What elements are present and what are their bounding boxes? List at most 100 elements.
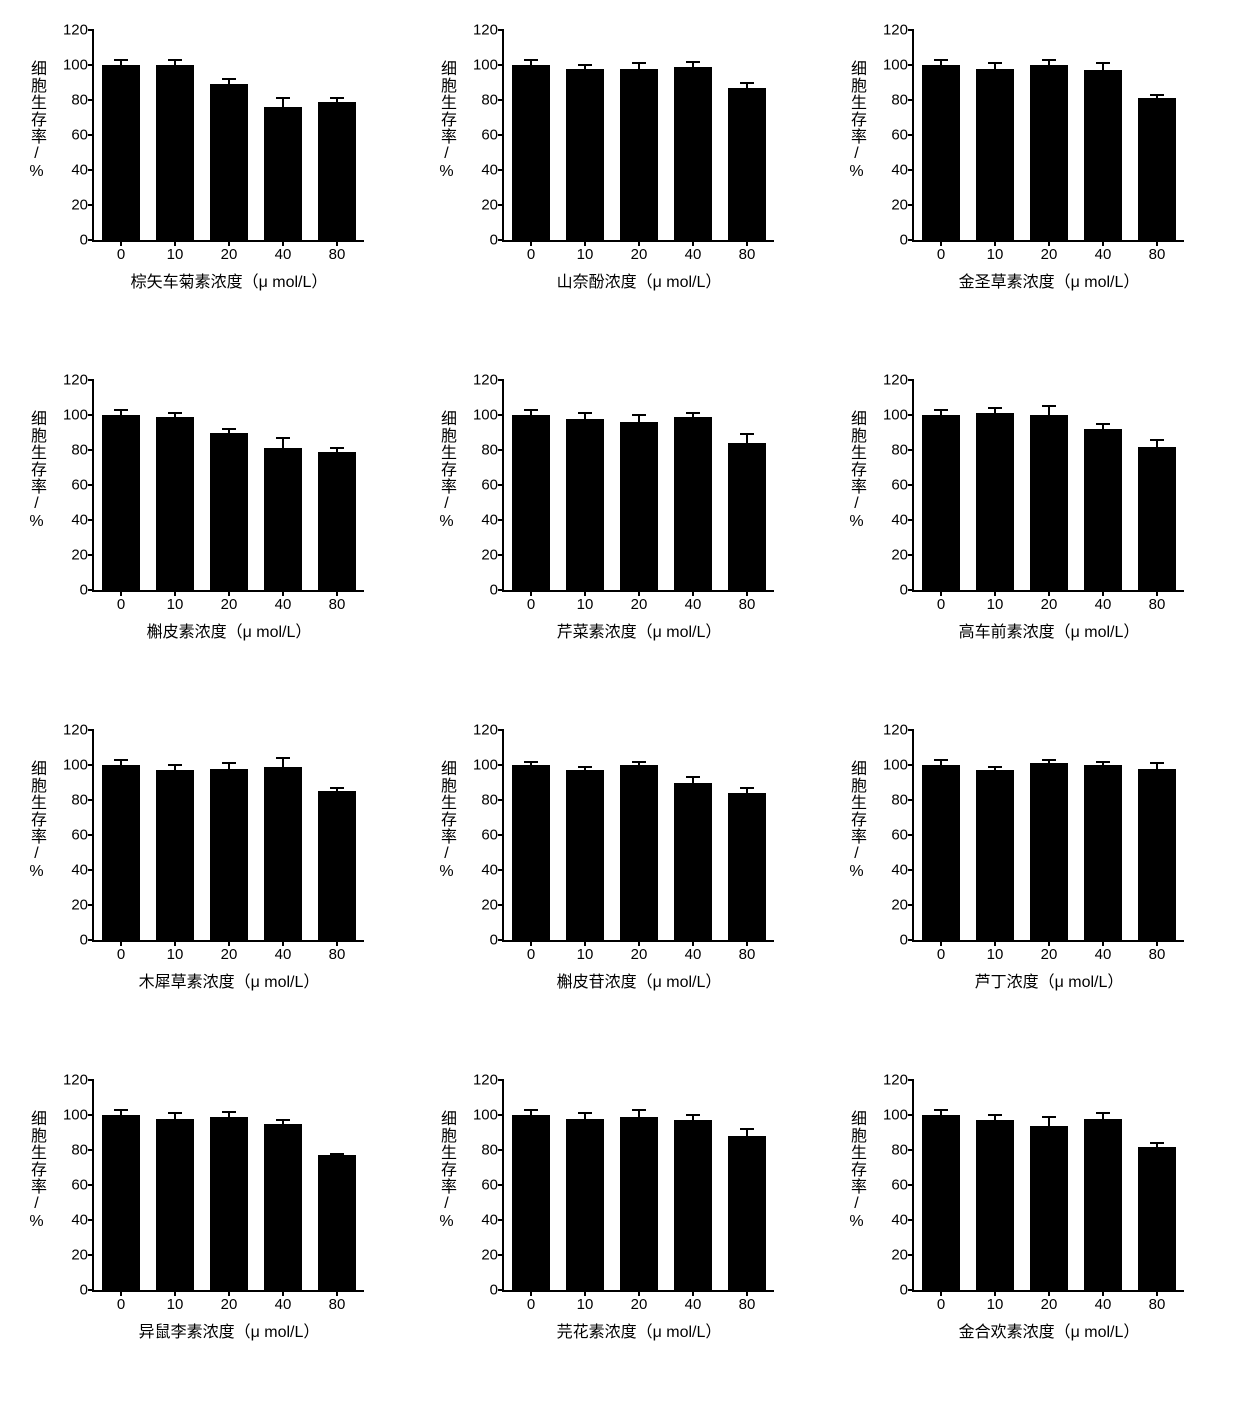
error-bar-stem: [638, 1110, 640, 1117]
y-axis-label: 细胞生存率/%: [24, 1110, 48, 1231]
y-tick-mark: [88, 519, 94, 521]
y-axis-label: 细胞生存率/%: [24, 410, 48, 531]
error-bar-stem: [282, 98, 284, 107]
x-tick-label: 10: [987, 596, 1004, 613]
x-tick-label: 10: [167, 246, 184, 263]
y-tick-label: 100: [466, 1107, 498, 1124]
y-tick-label: 80: [876, 92, 908, 109]
x-axis-label: 山奈酚浓度（μ mol/L）: [557, 268, 722, 292]
y-tick-mark: [88, 134, 94, 136]
y-tick-mark: [88, 379, 94, 381]
x-axis-label: 金圣草素浓度（μ mol/L）: [959, 268, 1140, 292]
y-tick-mark: [498, 869, 504, 871]
bar: 87: [728, 88, 766, 240]
error-bar-cap: [988, 407, 1001, 409]
y-tick-mark: [498, 904, 504, 906]
y-tick-mark: [498, 449, 504, 451]
y-tick-mark: [498, 799, 504, 801]
y-tick-mark: [88, 484, 94, 486]
bar: 98: [210, 769, 248, 941]
y-tick-mark: [88, 239, 94, 241]
x-tick-label: 0: [117, 1296, 125, 1313]
y-tick-label: 0: [466, 1282, 498, 1299]
y-tick-mark: [88, 799, 94, 801]
y-tick-mark: [88, 1184, 94, 1186]
error-bar-cap: [524, 761, 537, 763]
x-axis-label: 异鼠李素浓度（μ mol/L）: [139, 1318, 320, 1342]
y-tick-label: 0: [876, 932, 908, 949]
y-tick-mark: [908, 764, 914, 766]
x-tick-label: 80: [739, 596, 756, 613]
bar: 79: [318, 452, 356, 590]
bar-chart: 细胞生存率/%020406080100120100098109620994084…: [430, 370, 790, 660]
plot-area: 02040608010012010009810962099408480芹菜素浓度…: [502, 380, 774, 592]
y-tick-mark: [498, 589, 504, 591]
error-bar-cap: [632, 62, 645, 64]
error-bar-cap: [222, 1111, 235, 1113]
error-bar-cap: [1096, 423, 1109, 425]
error-bar-cap: [330, 447, 343, 449]
bar: 77: [318, 1155, 356, 1290]
y-tick-label: 60: [876, 1177, 908, 1194]
y-tick-label: 40: [876, 862, 908, 879]
error-bar-stem: [282, 758, 284, 767]
x-tick-label: 10: [577, 596, 594, 613]
y-tick-label: 120: [876, 22, 908, 39]
y-tick-mark: [498, 134, 504, 136]
y-tick-label: 60: [56, 827, 88, 844]
bar: 100: [922, 65, 960, 240]
error-bar-cap: [276, 437, 289, 439]
x-tick-label: 40: [685, 946, 702, 963]
error-bar-cap: [740, 787, 753, 789]
error-bar-cap: [114, 59, 127, 61]
bar: 100: [102, 65, 140, 240]
bar: 97: [156, 770, 194, 940]
x-tick-label: 80: [739, 246, 756, 263]
plot-area: 02040608010012010009710942098408280金合欢素浓…: [912, 1080, 1184, 1292]
x-tick-label: 0: [937, 946, 945, 963]
y-tick-mark: [88, 904, 94, 906]
y-tick-label: 20: [876, 897, 908, 914]
bar: 100: [512, 1115, 550, 1290]
y-tick-label: 60: [876, 127, 908, 144]
y-tick-label: 80: [466, 92, 498, 109]
y-tick-mark: [908, 134, 914, 136]
y-tick-label: 100: [56, 407, 88, 424]
bar: 89: [210, 84, 248, 240]
error-bar-cap: [330, 97, 343, 99]
bar: 90: [210, 433, 248, 591]
bar: 99: [674, 417, 712, 590]
error-bar-cap: [686, 1114, 699, 1116]
y-tick-mark: [88, 1114, 94, 1116]
error-bar-cap: [524, 409, 537, 411]
bar: 82: [1138, 1147, 1176, 1291]
x-axis-label: 金合欢素浓度（μ mol/L）: [959, 1318, 1140, 1342]
error-bar-stem: [746, 1129, 748, 1136]
y-tick-mark: [908, 904, 914, 906]
y-tick-mark: [498, 1079, 504, 1081]
x-tick-label: 20: [1041, 946, 1058, 963]
x-tick-label: 40: [1095, 246, 1112, 263]
x-tick-label: 40: [275, 946, 292, 963]
x-tick-label: 80: [1149, 1296, 1166, 1313]
bar-chart: 细胞生存率/%020406080100120100098109820994087…: [430, 20, 790, 310]
error-bar-stem: [638, 415, 640, 422]
y-tick-label: 40: [466, 862, 498, 879]
y-tick-label: 60: [466, 827, 498, 844]
error-bar-cap: [934, 59, 947, 61]
y-tick-mark: [498, 834, 504, 836]
y-tick-label: 20: [876, 547, 908, 564]
y-tick-label: 40: [56, 862, 88, 879]
error-bar-stem: [1048, 406, 1050, 415]
bar: 97: [976, 770, 1014, 940]
y-tick-mark: [498, 64, 504, 66]
error-bar-stem: [282, 438, 284, 449]
y-tick-label: 120: [466, 372, 498, 389]
y-tick-label: 0: [876, 232, 908, 249]
y-tick-mark: [908, 204, 914, 206]
error-bar-cap: [168, 764, 181, 766]
bar: 76: [264, 107, 302, 240]
y-tick-label: 40: [56, 162, 88, 179]
y-tick-mark: [498, 484, 504, 486]
bar-chart: 细胞生存率/%020406080100120100010010892076407…: [20, 20, 380, 310]
